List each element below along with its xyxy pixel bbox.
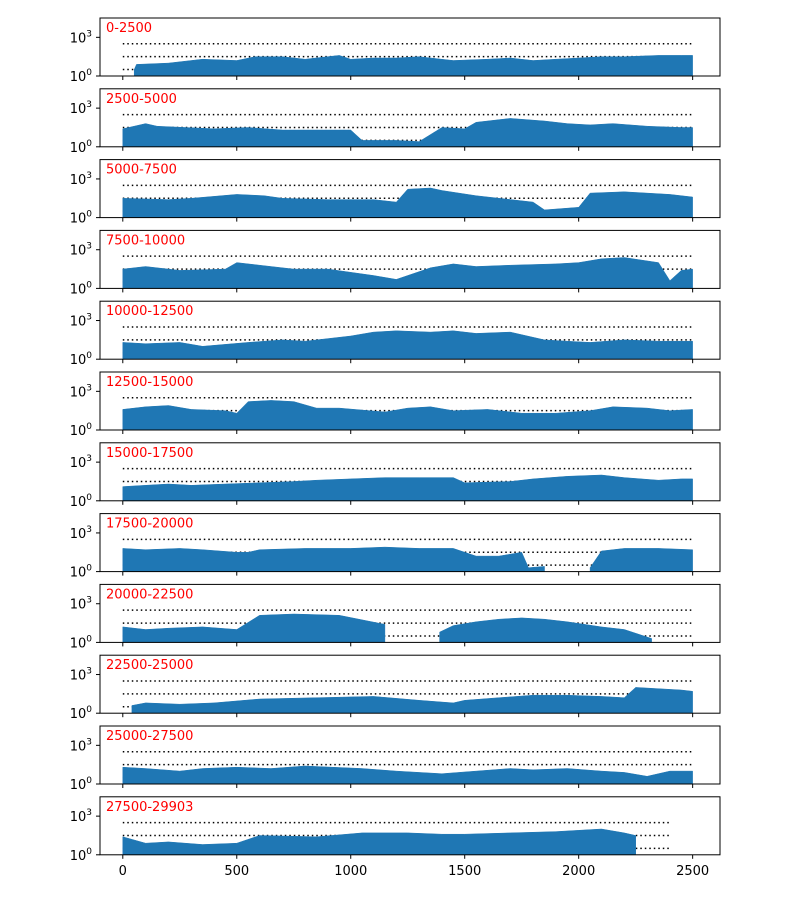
coverage-area: [122, 330, 693, 360]
panel-range-label: 20000-22500: [106, 587, 193, 602]
y-tick-label: 103: [70, 242, 92, 259]
y-tick-label: 103: [70, 667, 92, 684]
panel-frame: [99, 229, 721, 289]
panel-frame: [99, 17, 721, 77]
panel-frame: [99, 654, 721, 714]
coverage-area: [122, 828, 636, 856]
y-tick-label: 100: [70, 564, 93, 581]
y-tick-label: 100: [70, 351, 93, 368]
y-tick-label: 100: [70, 776, 93, 793]
panel-range-label: 27500-29903: [106, 800, 193, 815]
panel-range-label: 22500-25000: [106, 658, 193, 673]
y-tick-label: 100: [70, 705, 93, 722]
y-tick-label: 103: [70, 808, 92, 825]
x-tick-label: 1000: [334, 864, 367, 879]
panel-frame: [99, 300, 721, 360]
y-tick-label: 103: [70, 525, 92, 542]
y-tick-label: 100: [70, 493, 93, 510]
y-tick-label: 103: [70, 100, 92, 117]
panel-range-label: 10000-12500: [106, 304, 193, 319]
panel-range-label: 25000-27500: [106, 729, 193, 744]
coverage-area: [133, 55, 693, 77]
y-tick-label: 103: [70, 596, 92, 613]
coverage-area: [589, 548, 693, 572]
y-tick-label: 103: [70, 313, 92, 330]
y-tick-label: 103: [70, 383, 92, 400]
panel-frame: [99, 583, 721, 643]
y-tick-label: 100: [70, 68, 93, 85]
panel-frame: [99, 88, 721, 148]
panel-frame: [99, 159, 721, 219]
panel-range-label: 2500-5000: [106, 92, 177, 107]
coverage-area: [122, 187, 693, 218]
panel-frame: [99, 513, 721, 573]
panel-range-label: 7500-10000: [106, 233, 185, 248]
panel-range-label: 12500-15000: [106, 375, 193, 390]
coverage-area: [131, 687, 693, 714]
y-tick-label: 100: [70, 422, 93, 439]
x-tick-label: 2500: [676, 864, 709, 879]
panel-frame: [99, 796, 721, 856]
y-tick-label: 103: [70, 171, 92, 188]
coverage-area: [122, 257, 693, 289]
y-tick-label: 100: [70, 210, 93, 227]
coverage-area: [122, 400, 693, 431]
x-tick-label: 2000: [562, 864, 595, 879]
y-tick-label: 103: [70, 454, 92, 471]
panel-frame: [99, 442, 721, 502]
panel-frame: [99, 371, 721, 431]
x-tick-label: 0: [119, 864, 127, 879]
y-tick-label: 100: [70, 634, 93, 651]
x-tick-label: 1500: [448, 864, 481, 879]
coverage-area: [122, 546, 545, 572]
panel-frame: [99, 725, 721, 785]
coverage-area: [122, 613, 386, 643]
panel-range-label: 0-2500: [106, 21, 152, 36]
panel-range-label: 15000-17500: [106, 446, 193, 461]
y-tick-label: 103: [70, 29, 92, 46]
y-tick-label: 100: [70, 280, 93, 297]
y-tick-label: 100: [70, 847, 93, 864]
y-tick-label: 100: [70, 139, 93, 156]
coverage-area: [122, 118, 693, 148]
panel-range-label: 17500-20000: [106, 517, 193, 532]
x-tick-label: 500: [224, 864, 249, 879]
coverage-area: [439, 617, 652, 643]
panel-range-label: 5000-7500: [106, 163, 177, 178]
coverage-area: [122, 765, 693, 785]
y-tick-label: 103: [70, 737, 92, 754]
coverage-area: [122, 474, 693, 502]
